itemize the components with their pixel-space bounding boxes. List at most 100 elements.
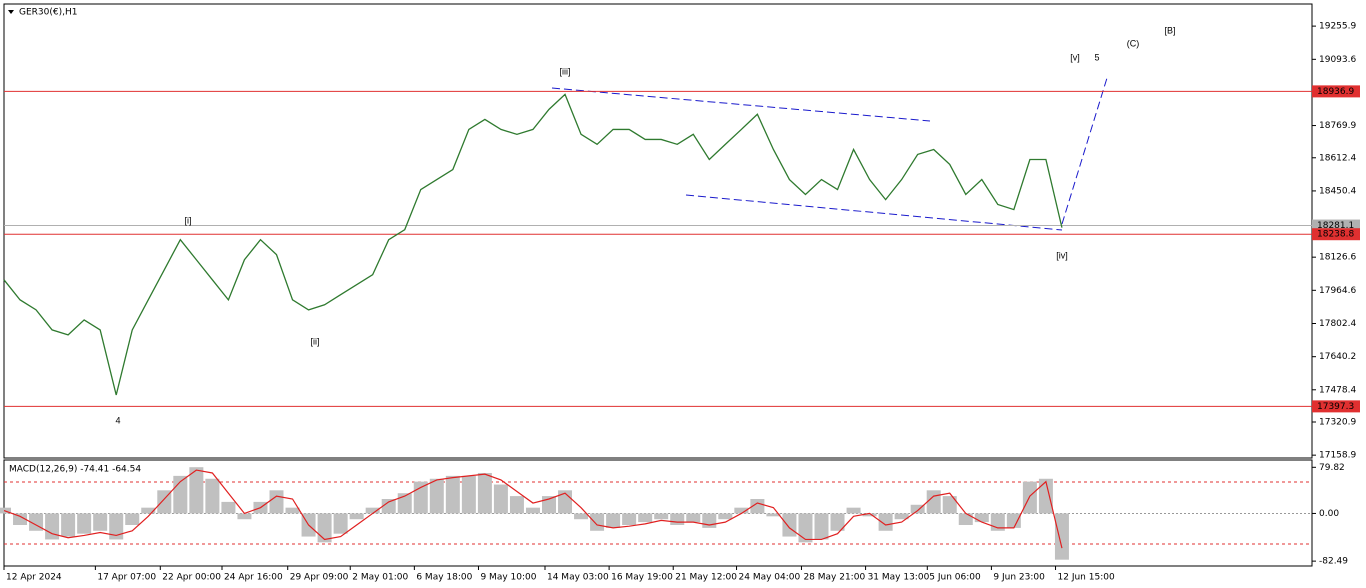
y-tick-label: 17158.9 — [1319, 451, 1356, 461]
trend-lines — [551, 77, 1108, 231]
histogram-bar — [141, 507, 156, 514]
wave-label: 4 — [115, 415, 120, 425]
histogram-bar — [461, 475, 476, 514]
wave-label: [v] — [1070, 52, 1080, 62]
histogram-bar — [958, 513, 973, 526]
y-tick-label: 17802.4 — [1319, 319, 1356, 329]
y-tick-label: 0.00 — [1319, 509, 1339, 519]
x-tick-label: 12 Apr 2024 — [6, 573, 62, 583]
x-tick-label: 6 May 18:00 — [416, 573, 472, 583]
histogram-bar — [381, 498, 396, 514]
x-tick-label: 17 Apr 07:00 — [97, 573, 156, 583]
macd-title: MACD(12,26,9) -74.41 -64.54 — [9, 465, 141, 475]
wave-label: 5 — [1094, 52, 1099, 62]
histogram-bar — [509, 496, 524, 514]
histogram-bar — [157, 490, 172, 514]
price-label-box — [1312, 85, 1360, 98]
histogram-bar — [13, 513, 28, 526]
histogram-bar — [1006, 513, 1021, 528]
histogram-bar — [125, 513, 140, 526]
y-tick-label: 18450.4 — [1319, 186, 1356, 196]
histogram-bar — [878, 513, 893, 531]
y-tick-label: 79.82 — [1319, 463, 1345, 473]
y-tick-label: 18612.4 — [1319, 153, 1356, 163]
y-tick-label: 19255.9 — [1319, 22, 1356, 32]
x-tick-label: 5 Jun 06:00 — [929, 573, 981, 583]
histogram-bar — [205, 478, 220, 514]
histogram-bar — [622, 513, 637, 526]
signal-line — [3, 469, 1063, 549]
menu-arrow[interactable] — [8, 10, 14, 14]
histogram-bar — [493, 484, 508, 514]
histogram-bar — [590, 513, 605, 531]
price-label: 18281.1 — [1317, 221, 1354, 231]
x-tick-label: 22 Apr 00:00 — [162, 573, 221, 583]
y-tick-label: 18126.6 — [1319, 253, 1356, 263]
histogram-bar — [109, 513, 124, 540]
histogram-bar — [638, 513, 653, 523]
trend-line — [685, 194, 1063, 231]
histogram-bar — [189, 467, 204, 514]
histogram-bar — [814, 513, 829, 540]
x-tick-label: 29 Apr 09:00 — [290, 573, 349, 583]
histogram-bar — [782, 513, 797, 537]
histogram-bar — [61, 513, 76, 537]
histogram-bar — [445, 475, 460, 514]
price-label: 18936.9 — [1317, 87, 1354, 97]
x-tick-label: 14 May 03:00 — [547, 573, 609, 583]
histogram-bar — [894, 513, 909, 520]
histogram-bar — [93, 513, 108, 531]
histogram-bar — [317, 513, 332, 543]
histogram-bar — [429, 478, 444, 514]
histogram-bar — [686, 513, 701, 523]
histogram-bar — [766, 513, 781, 517]
histogram-bar — [670, 513, 685, 526]
histogram-bar — [525, 507, 540, 514]
wave-label: [i] — [184, 215, 191, 225]
histogram-bar — [718, 513, 733, 520]
histogram-bar — [574, 513, 589, 520]
trend-line — [551, 87, 931, 122]
price-label-box — [1312, 400, 1360, 413]
x-tick-label: 24 Apr 16:00 — [224, 573, 283, 583]
histogram-bar — [77, 513, 92, 534]
histogram-bar — [221, 501, 236, 514]
x-tick-label: 9 Jun 23:00 — [993, 573, 1045, 583]
histogram-bar — [926, 490, 941, 514]
histogram-bar — [798, 513, 813, 543]
y-tick-label: 18769.9 — [1319, 121, 1356, 131]
histogram-bar — [750, 498, 765, 514]
histogram-bar — [702, 513, 717, 528]
trend-line — [1061, 77, 1108, 225]
histogram-bar — [1038, 478, 1053, 514]
histogram-bar — [477, 472, 492, 514]
price-line — [3, 93, 1063, 396]
histogram-bar — [1022, 481, 1037, 514]
y-tick-label: 19093.6 — [1319, 55, 1356, 65]
histogram-bar — [397, 493, 412, 514]
histogram-bar — [45, 513, 60, 540]
histogram-bar — [846, 507, 861, 514]
x-tick-label: 9 May 10:00 — [480, 573, 536, 583]
histogram-bar — [830, 513, 845, 531]
y-tick-label: 17964.6 — [1319, 286, 1356, 296]
x-tick-label: 12 Jun 15:00 — [1058, 573, 1115, 583]
price-label-box — [1312, 228, 1360, 241]
x-tick-label: 2 May 01:00 — [352, 573, 408, 583]
histogram-bar — [365, 507, 380, 514]
histogram-bar — [734, 507, 749, 514]
histogram-bar — [413, 481, 428, 514]
histogram-bar — [910, 504, 925, 514]
histogram-bar — [862, 513, 877, 517]
histogram-bar — [269, 490, 284, 514]
wave-label: [B] — [1164, 25, 1175, 35]
wave-label: [iii] — [560, 66, 571, 76]
histogram-bar — [349, 513, 364, 520]
y-tick-label: 17478.4 — [1319, 385, 1356, 395]
x-tick-label: 21 May 12:00 — [675, 573, 737, 583]
symbol: GER30(€),H1 — [19, 8, 77, 18]
x-tick-label: 24 May 04:00 — [739, 573, 801, 583]
wave-label: [ii] — [311, 336, 320, 346]
wave-label: [iv] — [1056, 250, 1068, 260]
histogram-bar — [333, 513, 348, 534]
